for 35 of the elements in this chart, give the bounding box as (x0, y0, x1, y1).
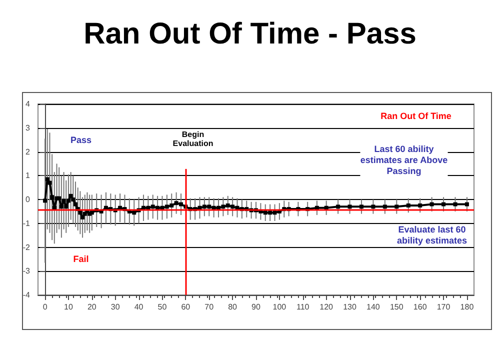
annotation: Ran Out Of Time (380, 111, 452, 121)
y-tick-label: 4 (26, 100, 31, 108)
y-tick-label: 0 (26, 195, 31, 204)
x-tick-label: 80 (228, 302, 238, 312)
y-tick-label: -1 (22, 218, 31, 228)
y-tick-label: 1 (26, 171, 31, 180)
x-tick-label: 90 (252, 302, 261, 312)
x-tick-label: 50 (158, 302, 168, 312)
x-tick-label: 160 (413, 302, 428, 312)
x-tick-label: 140 (366, 302, 380, 312)
annotation: Pass (70, 135, 92, 145)
x-tick-label: 40 (134, 302, 144, 312)
y-tick-label: -4 (22, 290, 31, 300)
x-tick-label: 30 (110, 302, 120, 312)
x-tick-label: 120 (320, 302, 334, 312)
x-tick-label: 60 (181, 302, 191, 312)
x-tick-label: 110 (296, 302, 310, 312)
annotation: Begin Evaluation (172, 130, 214, 148)
y-tick-label: 2 (26, 147, 31, 156)
x-tick-label: 130 (343, 302, 357, 312)
y-tick-label: -3 (22, 266, 31, 276)
x-tick-label: 20 (87, 302, 97, 312)
annotation: Fail (73, 254, 89, 264)
annotation: Last 60 ability estimates are Above Passing (360, 144, 448, 176)
x-tick-label: 70 (204, 302, 214, 312)
y-tick-label: 3 (26, 123, 31, 132)
x-tick-label: 100 (272, 302, 287, 312)
x-tick-label: 180 (460, 302, 474, 312)
x-tick-label: 0 (42, 302, 48, 312)
x-tick-label: 150 (390, 302, 404, 312)
y-tick-label: -2 (22, 242, 31, 252)
x-tick-label: 10 (64, 302, 74, 312)
chart-title: Ran Out Of Time - Pass (84, 18, 416, 50)
x-tick-label: 170 (436, 302, 451, 312)
annotation: Evaluate last 60 ability estimates (396, 224, 468, 246)
